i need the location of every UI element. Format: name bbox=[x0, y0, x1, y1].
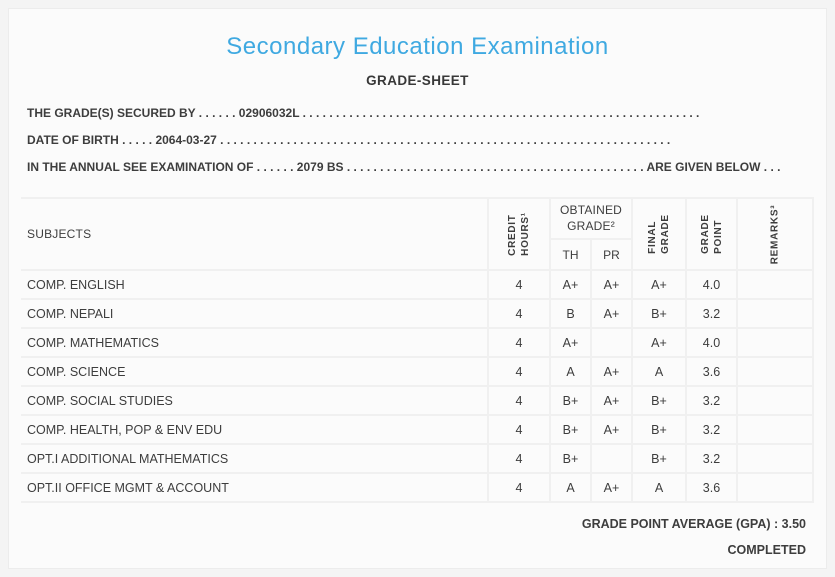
table-subheader-row: TH PR bbox=[21, 239, 813, 271]
column-header-credit-hours: CREDIT HOURS¹ bbox=[488, 198, 551, 271]
final-grade-value: A bbox=[632, 357, 687, 387]
remarks-value bbox=[737, 357, 814, 387]
table-row: COMP. HEALTH, POP & ENV EDU 4 B+ A+ B+ 3… bbox=[21, 415, 814, 445]
info-line-date-of-birth: DATE OF BIRTH . . . . . 2064-03-27 . . .… bbox=[27, 133, 671, 147]
remarks-value bbox=[737, 444, 814, 474]
subject-name: OPT.II OFFICE MGMT & ACCOUNT bbox=[21, 473, 489, 503]
th-grade-value: B bbox=[550, 299, 592, 329]
pr-grade-value bbox=[591, 328, 633, 358]
final-grade-value: B+ bbox=[632, 415, 687, 445]
pr-grade-value: A+ bbox=[591, 270, 633, 300]
subject-name: OPT.I ADDITIONAL MATHEMATICS bbox=[21, 444, 489, 474]
column-header-grade-point: GRADE POINT bbox=[686, 198, 738, 271]
credit-hours-value: 4 bbox=[488, 386, 551, 416]
remarks-value bbox=[737, 473, 814, 503]
info-line-examination: IN THE ANNUAL SEE EXAMINATION OF . . . .… bbox=[27, 160, 781, 174]
final-grade-rotated-wrap: FINAL GRADE bbox=[633, 199, 685, 269]
credit-hours-value: 4 bbox=[488, 357, 551, 387]
grade-point-value: 3.2 bbox=[686, 299, 738, 329]
remarks-value bbox=[737, 386, 814, 416]
sheet-subtitle: GRADE-SHEET bbox=[366, 73, 469, 88]
column-header-final-grade: FINAL GRADE bbox=[632, 198, 687, 271]
table-row: COMP. SOCIAL STUDIES 4 B+ A+ B+ 3.2 bbox=[21, 386, 814, 416]
column-header-obtained-grade: OBTAINED GRADE² bbox=[550, 198, 633, 241]
th-grade-value: A bbox=[550, 357, 592, 387]
th-grade-value: B+ bbox=[550, 415, 592, 445]
credit-hours-value: 4 bbox=[488, 473, 551, 503]
grades-table: SUBJECTS CREDIT HOURS¹ OBTAINED GRADE² F… bbox=[21, 197, 814, 503]
result-status: COMPLETED bbox=[727, 543, 806, 557]
pr-grade-value: A+ bbox=[591, 357, 633, 387]
th-grade-value: B+ bbox=[550, 386, 592, 416]
remarks-rotated-wrap: REMARKS³ bbox=[738, 199, 812, 269]
grade-point-label: GRADE POINT bbox=[699, 214, 724, 254]
column-header-th: TH bbox=[550, 239, 592, 271]
table-row: COMP. ENGLISH 4 A+ A+ A+ 4.0 bbox=[21, 270, 814, 300]
page-title: Secondary Education Examination bbox=[226, 33, 609, 60]
table-row: COMP. MATHEMATICS 4 A+ A+ 4.0 bbox=[21, 328, 814, 358]
grade-point-value: 3.2 bbox=[686, 415, 738, 445]
grade-point-value: 3.6 bbox=[686, 357, 738, 387]
subject-name: COMP. HEALTH, POP & ENV EDU bbox=[21, 415, 489, 445]
final-grade-label: FINAL GRADE bbox=[647, 214, 671, 254]
th-grade-value: B+ bbox=[550, 444, 592, 474]
pr-grade-value: A+ bbox=[591, 386, 633, 416]
final-grade-value: A bbox=[632, 473, 687, 503]
credit-hours-rotated-wrap: CREDIT HOURS¹ bbox=[489, 199, 549, 269]
grade-point-value: 4.0 bbox=[686, 328, 738, 358]
final-grade-value: B+ bbox=[632, 444, 687, 474]
subject-name: COMP. MATHEMATICS bbox=[21, 328, 489, 358]
table-row: COMP. NEPALI 4 B A+ B+ 3.2 bbox=[21, 299, 814, 329]
remarks-value bbox=[737, 415, 814, 445]
credit-hours-label: CREDIT HOURS¹ bbox=[507, 212, 531, 256]
grade-point-value: 4.0 bbox=[686, 270, 738, 300]
gpa-value: 3.50 bbox=[781, 517, 806, 531]
th-grade-value: A bbox=[550, 473, 592, 503]
pr-grade-value bbox=[591, 444, 633, 474]
remarks-label: REMARKS³ bbox=[769, 204, 781, 264]
info-line-secured-by: THE GRADE(S) SECURED BY . . . . . . 0290… bbox=[27, 106, 700, 120]
th-grade-value: A+ bbox=[550, 328, 592, 358]
column-header-subjects: SUBJECTS bbox=[21, 198, 489, 271]
final-grade-value: A+ bbox=[632, 328, 687, 358]
table-header-row: SUBJECTS CREDIT HOURS¹ OBTAINED GRADE² F… bbox=[21, 198, 814, 271]
gpa-summary: GRADE POINT AVERAGE (GPA) : 3.50 bbox=[21, 511, 814, 537]
remarks-value bbox=[737, 270, 814, 300]
remarks-value bbox=[737, 299, 814, 329]
grade-point-value: 3.2 bbox=[686, 444, 738, 474]
column-header-remarks: REMARKS³ bbox=[737, 198, 814, 271]
grade-point-value: 3.2 bbox=[686, 386, 738, 416]
pr-grade-value: A+ bbox=[591, 415, 633, 445]
table-row: OPT.I ADDITIONAL MATHEMATICS 4 B+ B+ 3.2 bbox=[21, 444, 814, 474]
credit-hours-value: 4 bbox=[488, 444, 551, 474]
subject-name: COMP. NEPALI bbox=[21, 299, 489, 329]
table-row: OPT.II OFFICE MGMT & ACCOUNT 4 A A+ A 3.… bbox=[21, 473, 814, 503]
credit-hours-value: 4 bbox=[488, 415, 551, 445]
remarks-value bbox=[737, 328, 814, 358]
credit-hours-value: 4 bbox=[488, 299, 551, 329]
subject-name: COMP. SCIENCE bbox=[21, 357, 489, 387]
pr-grade-value: A+ bbox=[591, 473, 633, 503]
final-grade-value: B+ bbox=[632, 386, 687, 416]
grade-point-value: 3.6 bbox=[686, 473, 738, 503]
column-header-pr: PR bbox=[591, 239, 633, 271]
table-row: COMP. SCIENCE 4 A A+ A 3.6 bbox=[21, 357, 814, 387]
pr-grade-value: A+ bbox=[591, 299, 633, 329]
grade-sheet-card: Secondary Education Examination GRADE-SH… bbox=[8, 8, 827, 569]
credit-hours-value: 4 bbox=[488, 270, 551, 300]
credit-hours-value: 4 bbox=[488, 328, 551, 358]
final-grade-value: B+ bbox=[632, 299, 687, 329]
subject-name: COMP. ENGLISH bbox=[21, 270, 489, 300]
final-grade-value: A+ bbox=[632, 270, 687, 300]
th-grade-value: A+ bbox=[550, 270, 592, 300]
grade-point-rotated-wrap: GRADE POINT bbox=[687, 199, 736, 269]
gpa-label: GRADE POINT AVERAGE (GPA) : bbox=[581, 517, 779, 531]
subject-name: COMP. SOCIAL STUDIES bbox=[21, 386, 489, 416]
